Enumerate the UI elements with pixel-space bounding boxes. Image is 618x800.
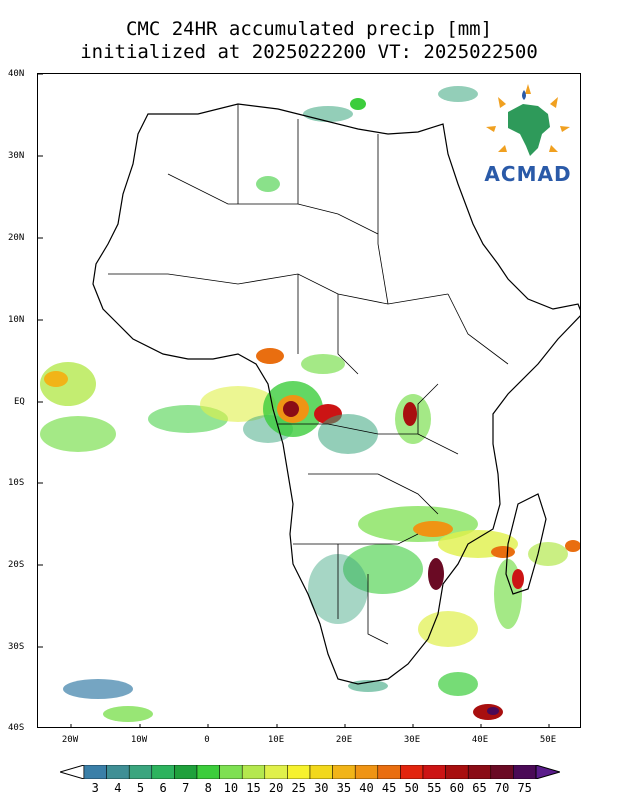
colorbar-swatch [309, 765, 333, 779]
colorbar-label: 5 [136, 781, 145, 795]
chart-title-line2: initialized at 2025022200 VT: 2025022500 [80, 41, 538, 63]
colorbar-label: 65 [472, 781, 487, 795]
lon-label-50e: 50E [539, 735, 557, 745]
map-frame [37, 73, 581, 728]
colorbar-label: 20 [268, 781, 284, 795]
colorbar-swatch [174, 765, 198, 779]
colorbar-label: 15 [246, 781, 261, 795]
colorbar-swatch [264, 765, 288, 779]
colorbar-swatch [287, 765, 311, 779]
colorbar-swatch [513, 765, 537, 779]
lon-label-20w: 20W [61, 735, 79, 745]
lat-label-40n: 40N [8, 69, 25, 79]
colorbar-label: 30 [314, 781, 329, 795]
lon-label-10w: 10W [130, 735, 148, 745]
colorbar-swatch [128, 765, 153, 779]
colorbar-under-triangle [60, 765, 85, 779]
coastline [92, 103, 580, 685]
lat-label-30s: 30S [8, 642, 25, 652]
map-canvas [38, 74, 580, 727]
frame-ticks [38, 74, 550, 727]
colorbar-label: 40 [359, 781, 374, 795]
colorbar-label: 55 [427, 781, 442, 795]
colorbar-swatch [377, 765, 401, 779]
colorbar-swatch [332, 765, 356, 779]
colorbar-swatch [151, 765, 175, 779]
lat-label-30n: 30N [8, 151, 25, 161]
colorbar-label: 7 [182, 781, 190, 795]
colorbar-swatch [83, 765, 107, 779]
lat-label-eq: EQ [14, 397, 25, 407]
colorbar-swatch [241, 765, 266, 779]
acmad-logo: ACMAD [478, 82, 578, 186]
africa-logo-icon [486, 84, 570, 156]
acmad-logo-text: ACMAD [484, 162, 572, 186]
colorbar-swatch [354, 765, 379, 779]
colorbar-label: 4 [114, 781, 122, 795]
colorbar-swatch [196, 765, 220, 779]
lon-label-40e: 40E [471, 735, 489, 745]
colorbar-label: 45 [381, 781, 397, 795]
lon-label-30e: 30E [403, 735, 421, 745]
colorbar-label: 8 [204, 781, 212, 795]
lat-label-20s: 20S [8, 560, 25, 570]
lat-label-40s: 40S [8, 723, 25, 733]
colorbar-label: 60 [449, 781, 465, 795]
colorbar-swatch [106, 765, 130, 779]
lon-label-10e: 10E [267, 735, 285, 745]
precip-colorbar [60, 765, 560, 779]
colorbar-label: 25 [291, 781, 306, 795]
lon-label-20e: 20E [335, 735, 353, 745]
colorbar-swatch [490, 765, 514, 779]
colorbar-label: 3 [91, 781, 99, 795]
lon-label-0: 0 [204, 735, 210, 745]
colorbar-swatch [445, 765, 469, 779]
chart-title-line1: CMC 24HR accumulated precip [mm] [125, 18, 493, 40]
colorbar-swatch [422, 765, 446, 779]
colorbar-label: 75 [517, 781, 532, 795]
lat-label-10s: 10S [8, 478, 25, 488]
colorbar-swatch [400, 765, 424, 779]
precip-field [40, 86, 580, 722]
lat-label-10n: 10N [8, 315, 25, 325]
colorbar-label: 70 [494, 781, 510, 795]
country-borders [108, 104, 509, 645]
colorbar-label: 50 [404, 781, 419, 795]
colorbar-swatch [467, 765, 492, 779]
colorbar-over-triangle [535, 765, 560, 779]
colorbar-label: 6 [159, 781, 167, 795]
colorbar-label: 35 [336, 781, 352, 795]
colorbar-label: 10 [223, 781, 239, 795]
colorbar-swatch [219, 765, 243, 779]
lat-label-20n: 20N [8, 233, 25, 243]
